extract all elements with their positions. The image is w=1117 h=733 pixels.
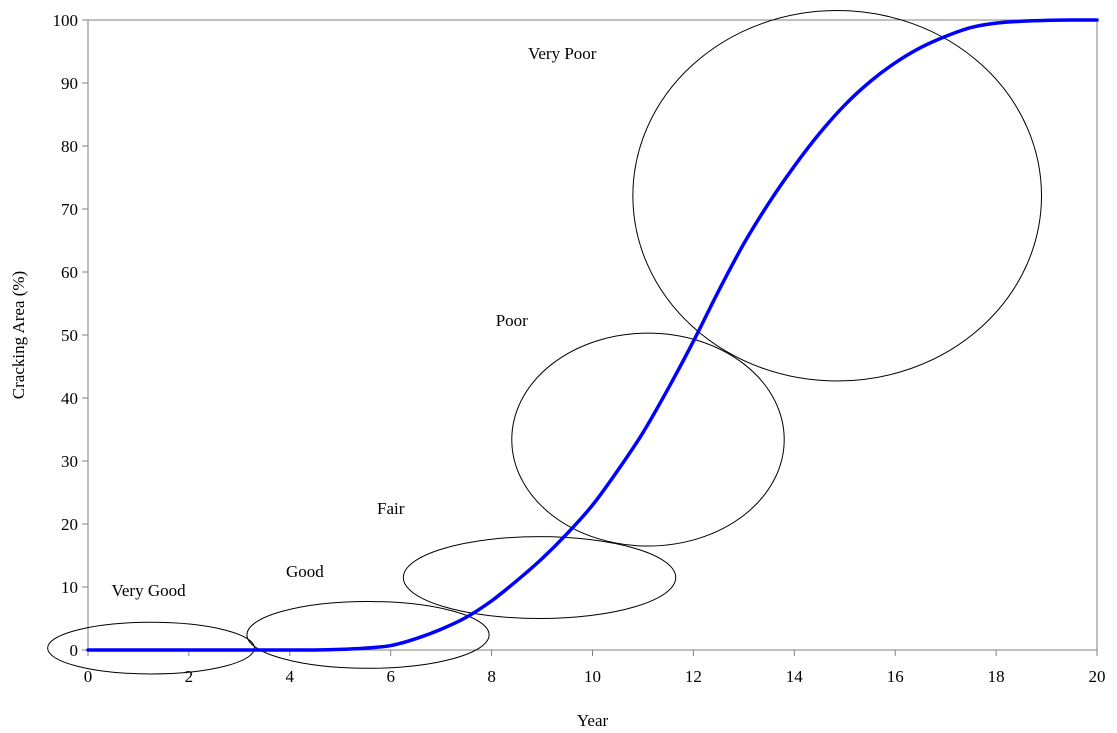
region-label-poor: Poor (496, 311, 528, 330)
region-ellipse-very-good (47, 621, 255, 675)
x-tick-label: 6 (386, 667, 395, 686)
condition-regions: Very Good Good Fair Poor Very Poor (47, 10, 1043, 675)
region-ellipse-good (246, 600, 490, 669)
x-tick-label: 12 (685, 667, 702, 686)
region-label-very-good: Very Good (111, 581, 186, 600)
x-axis-title: Year (577, 711, 609, 730)
y-tick-label: 90 (61, 74, 78, 93)
y-tick-label: 30 (61, 452, 78, 471)
y-tick-label: 80 (61, 137, 78, 156)
series-line-0 (86, 18, 1099, 652)
x-tick-label: 0 (84, 667, 93, 686)
x-tick-label: 8 (487, 667, 496, 686)
y-tick-label: 40 (61, 389, 78, 408)
region-label-fair: Fair (377, 499, 405, 518)
y-tick-label: 10 (61, 578, 78, 597)
y-tick-label: 60 (61, 263, 78, 282)
y-tick-label: 70 (61, 200, 78, 219)
region-ellipse-very-poor (632, 10, 1043, 382)
x-tick-label: 20 (1089, 667, 1106, 686)
y-axis-ticks: 0 10 20 30 40 50 60 70 80 90 100 (53, 11, 88, 660)
y-tick-label: 100 (53, 11, 79, 30)
region-label-good: Good (286, 562, 324, 581)
region-ellipse-poor (511, 332, 785, 547)
y-tick-label: 20 (61, 515, 78, 534)
x-tick-label: 4 (286, 667, 295, 686)
region-ellipse-fair (402, 536, 677, 619)
series-layer (86, 18, 1099, 652)
x-tick-label: 2 (185, 667, 194, 686)
y-tick-label: 50 (61, 326, 78, 345)
x-tick-label: 18 (988, 667, 1005, 686)
plot-frame (87, 19, 1098, 651)
region-label-very-poor: Very Poor (528, 44, 597, 63)
x-tick-label: 16 (887, 667, 904, 686)
x-tick-label: 10 (584, 667, 601, 686)
y-tick-label: 0 (70, 641, 79, 660)
x-axis-ticks: 0 2 4 6 8 10 12 14 16 18 20 (84, 650, 1106, 686)
y-axis-title: Cracking Area (%) (9, 271, 28, 399)
x-tick-label: 14 (786, 667, 804, 686)
